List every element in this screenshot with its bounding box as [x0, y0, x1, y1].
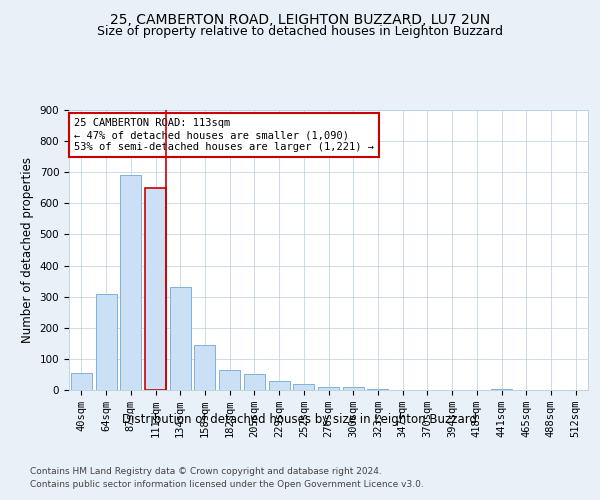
Bar — [343, 387, 364, 390]
Text: Size of property relative to detached houses in Leighton Buzzard: Size of property relative to detached ho… — [97, 25, 503, 38]
Bar — [170, 288, 191, 390]
Bar — [71, 373, 92, 390]
Bar — [145, 188, 166, 390]
Bar — [293, 384, 314, 390]
Bar — [194, 345, 215, 390]
Y-axis label: Number of detached properties: Number of detached properties — [21, 157, 34, 343]
Bar — [219, 370, 240, 390]
Text: Contains HM Land Registry data © Crown copyright and database right 2024.: Contains HM Land Registry data © Crown c… — [30, 468, 382, 476]
Text: Distribution of detached houses by size in Leighton Buzzard: Distribution of detached houses by size … — [122, 412, 478, 426]
Bar — [367, 389, 388, 390]
Bar — [244, 374, 265, 390]
Text: 25 CAMBERTON ROAD: 113sqm
← 47% of detached houses are smaller (1,090)
53% of se: 25 CAMBERTON ROAD: 113sqm ← 47% of detac… — [74, 118, 374, 152]
Bar — [120, 176, 141, 390]
Bar — [269, 380, 290, 390]
Text: Contains public sector information licensed under the Open Government Licence v3: Contains public sector information licen… — [30, 480, 424, 489]
Bar — [318, 387, 339, 390]
Bar — [95, 294, 116, 390]
Text: 25, CAMBERTON ROAD, LEIGHTON BUZZARD, LU7 2UN: 25, CAMBERTON ROAD, LEIGHTON BUZZARD, LU… — [110, 12, 490, 26]
